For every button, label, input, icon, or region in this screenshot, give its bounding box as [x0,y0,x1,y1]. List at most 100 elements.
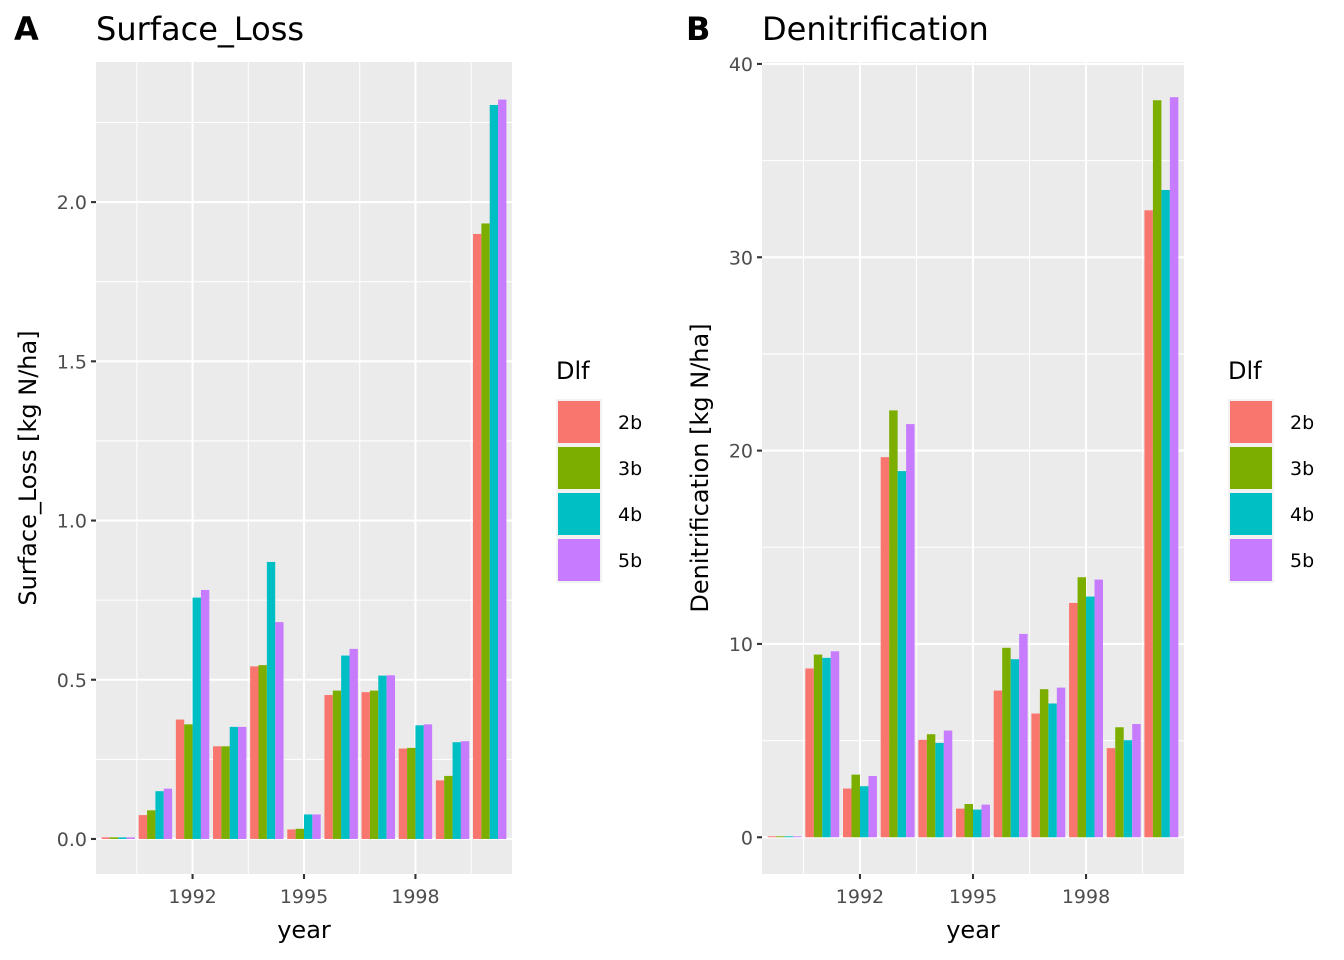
legend-swatch-5b [1230,539,1272,581]
bar-4b-1994 [266,561,276,839]
bar-4b-1999 [1123,740,1133,838]
y-tick-label: 1.0 [57,511,87,533]
x-tick-label: 1995 [280,886,328,908]
bar-5b-1995 [981,804,990,838]
bar-2b-1991 [138,815,148,839]
bar-4b-1991 [822,657,831,838]
bar-4b-2000 [1161,189,1170,838]
bar-4b-1993 [229,726,239,839]
legend-label-2b: 2b [618,412,642,434]
bar-2b-1998 [1069,602,1078,838]
bar-4b-1993 [897,471,907,838]
bar-4b-1994 [935,742,944,838]
bar-4b-1995 [304,814,313,839]
bar-5b-1994 [943,730,953,838]
chart-title-a: Surface_Loss [96,10,304,48]
bar-5b-1998 [423,724,433,839]
legend-label-2b: 2b [1290,412,1314,434]
bar-2b-1995 [956,808,965,838]
legend-label-3b: 3b [618,458,642,480]
bar-5b-1994 [275,622,284,839]
bar-2b-1996 [324,695,333,839]
legend-swatch-2b [1230,401,1272,443]
bar-2b-1996 [993,690,1003,838]
bar-2b-1998 [398,748,408,839]
bar-5b-1993 [906,424,915,838]
x-tick-label: 1998 [1062,886,1110,908]
legend-a: Dlf 2b 3b 4b 5b [556,357,642,583]
bar-2b-1999 [1106,748,1116,838]
panel-b: B Denitrification 0 10 20 30 40 1992 1995 1998… [686,10,1314,944]
y-tick-label: 30 [729,247,753,269]
legend-swatch-2b [558,401,600,443]
y-tick-label: 10 [729,634,753,656]
bar-4b-2000 [489,104,499,839]
y-tick-label: 0.0 [57,829,87,851]
bar-5b-1992 [200,589,210,839]
bar-5b-1990 [793,836,802,838]
bar-3b-1995 [964,804,973,838]
panel-tag-a: A [14,10,39,48]
bar-5b-2000 [498,99,507,839]
x-axis-a: 1992 1995 1998 [168,874,440,908]
bar-4b-1999 [452,742,461,839]
bar-3b-1994 [258,665,267,839]
y-axis-a: 0.0 0.5 1.0 1.5 2.0 [57,192,96,851]
bar-5b-1996 [349,648,358,839]
bar-3b-1994 [926,734,936,838]
legend-label-3b: 3b [1290,458,1314,480]
bar-2b-1991 [805,668,814,838]
bar-2b-1994 [918,739,927,838]
bar-4b-1991 [155,791,164,839]
bar-2b-2000 [1144,210,1153,838]
bar-3b-1999 [1115,727,1124,838]
bar-5b-1995 [312,814,321,839]
x-tick-label: 1992 [168,886,216,908]
legend-swatch-4b [1230,493,1272,535]
legend-title-b: Dlf [1228,357,1262,385]
bar-4b-1996 [1010,659,1020,838]
bar-4b-1998 [415,725,424,839]
x-axis-title-a: year [277,916,331,944]
bar-5b-1993 [238,726,247,839]
legend-swatch-3b [1230,447,1272,489]
bar-2b-1990 [101,837,110,839]
gridlines-b [762,62,1184,874]
bar-3b-1997 [369,690,379,839]
bar-3b-1999 [444,775,453,839]
legend-swatch-4b [558,493,600,535]
legend-swatch-3b [558,447,600,489]
y-tick-label: 0.5 [57,670,87,692]
bar-3b-1992 [184,724,193,839]
bar-2b-1995 [287,829,296,839]
bar-3b-1998 [407,747,416,839]
bar-3b-2000 [481,223,490,839]
legend-b: Dlf 2b 3b 4b 5b [1228,357,1314,583]
bar-5b-1997 [1056,687,1066,838]
bar-5b-1990 [126,837,135,839]
legend-label-4b: 4b [1290,504,1314,526]
bar-5b-1992 [868,775,877,838]
legend-swatch-5b [558,539,600,581]
bar-4b-1992 [192,597,201,839]
bar-3b-1996 [332,690,342,839]
bar-2b-1992 [843,788,852,838]
bar-5b-1991 [830,651,840,838]
y-tick-label: 20 [729,441,753,463]
bar-5b-2000 [1169,97,1179,838]
bar-5b-1999 [460,741,470,839]
bars-b [767,97,1179,838]
y-tick-label: 2.0 [57,192,87,214]
x-tick-label: 1992 [836,886,884,908]
bar-5b-1999 [1132,723,1141,838]
x-tick-label: 1995 [949,886,997,908]
bar-2b-1997 [361,692,370,839]
bar-3b-1990 [776,836,785,838]
bar-4b-1997 [1048,703,1057,838]
y-axis-title-a: Surface_Loss [kg N/ha] [14,330,42,605]
bar-2b-1990 [767,836,777,838]
bar-3b-1990 [109,837,119,839]
x-axis-b: 1992 1995 1998 [836,874,1110,908]
legend-label-5b: 5b [1290,550,1314,572]
